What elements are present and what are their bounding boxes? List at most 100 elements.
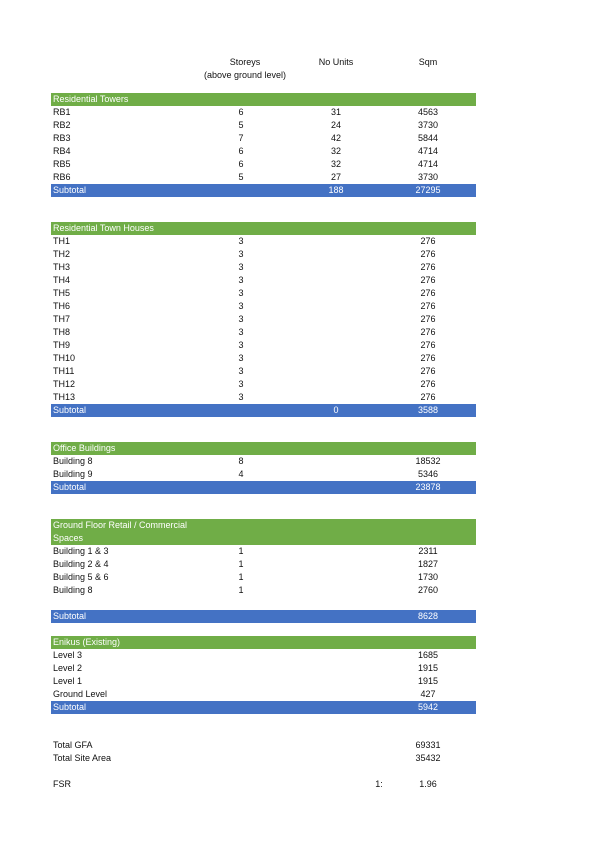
row-sqm: 276	[420, 340, 436, 350]
section-title: Office Buildings	[53, 443, 116, 453]
column-header-sqm-label: Sqm	[418, 57, 438, 67]
row-name: TH11	[53, 366, 75, 376]
section-header: Office Buildings	[51, 442, 476, 455]
table-row: RB6 5 27 3730	[51, 171, 476, 184]
row-name: Level 2	[53, 663, 83, 673]
row-storeys: 6	[238, 146, 244, 156]
subtotal-label: Subtotal	[53, 702, 87, 712]
row-storeys: 4	[238, 469, 244, 479]
row-sqm: 1915	[417, 676, 439, 686]
totals-section: Total GFA 69331 Total Site Area 35432	[51, 739, 476, 765]
table-row: TH12 3 276	[51, 378, 476, 391]
section-header: Residential Town Houses	[51, 222, 476, 235]
row-name: Building 9	[53, 469, 93, 479]
row-name: Building 2 & 4	[53, 559, 109, 569]
column-header-units: No Units	[306, 56, 366, 69]
subtotal-units: 0	[333, 405, 339, 415]
table-row: RB5 6 32 4714	[51, 158, 476, 171]
residential-towers-section: Residential Towers RB1 6 31 4563 RB2 5 2…	[51, 93, 476, 197]
row-sqm: 276	[420, 379, 436, 389]
row-storeys: 3	[238, 353, 244, 363]
row-name: RB4	[53, 146, 71, 156]
row-name: TH13	[53, 392, 76, 402]
subtotal-sqm: 23878	[415, 482, 441, 492]
row-storeys: 3	[238, 327, 244, 337]
subtotal-row: Subtotal 23878	[51, 481, 476, 494]
retail-commercial-section: Ground Floor Retail / Commercial Spaces …	[51, 519, 476, 623]
section-title: Residential Towers	[53, 94, 129, 104]
row-storeys: 6	[238, 159, 244, 169]
table-row: TH1 3 276	[51, 235, 476, 248]
row-storeys: 1	[238, 585, 244, 595]
row-name: RB2	[53, 120, 71, 130]
row-units: 32	[330, 146, 341, 156]
subtotal-label: Subtotal	[53, 405, 87, 415]
row-name: Building 8	[53, 456, 93, 466]
fsr-ratio-prefix: 1:	[375, 779, 383, 789]
table-row: Building 5 & 6 1 1730	[51, 571, 476, 584]
table-row: TH7 3 276	[51, 313, 476, 326]
subtotal-row: Subtotal 0 3588	[51, 404, 476, 417]
table-row: TH2 3 276	[51, 248, 476, 261]
table-row: TH6 3 276	[51, 300, 476, 313]
table-row: Building 8 1 2760	[51, 584, 476, 597]
section-title: Residential Town Houses	[53, 223, 154, 233]
row-sqm: 5844	[417, 133, 439, 143]
row-name: TH1	[53, 236, 71, 246]
row-units: 24	[330, 120, 341, 130]
row-sqm: 276	[420, 301, 436, 311]
row-sqm: 276	[420, 249, 436, 259]
row-sqm: 3730	[417, 172, 439, 182]
row-name: RB3	[53, 133, 71, 143]
row-storeys: 3	[238, 301, 244, 311]
row-sqm: 1827	[417, 559, 439, 569]
row-name: TH10	[53, 353, 76, 363]
subtotal-label: Subtotal	[53, 611, 87, 621]
subtotal-label: Subtotal	[53, 482, 87, 492]
row-sqm: 4714	[417, 146, 439, 156]
row-storeys: 8	[238, 456, 244, 466]
row-name: RB1	[53, 107, 71, 117]
section-title: Ground Floor Retail / Commercial Spaces	[53, 520, 188, 543]
row-storeys: 7	[238, 133, 244, 143]
subtotal-sqm: 27295	[415, 185, 441, 195]
fsr-label: FSR	[53, 779, 71, 789]
row-storeys: 3	[238, 314, 244, 324]
row-name: RB5	[53, 159, 71, 169]
row-storeys: 3	[238, 392, 244, 402]
row-sqm: 1915	[417, 663, 439, 673]
table-row: TH13 3 276	[51, 391, 476, 404]
row-sqm: 276	[420, 353, 436, 363]
row-name: TH7	[53, 314, 71, 324]
table-row: RB1 6 31 4563	[51, 106, 476, 119]
row-sqm: 4563	[417, 107, 439, 117]
row-sqm: 276	[420, 392, 436, 402]
subtotal-sqm: 8628	[417, 611, 439, 621]
office-buildings-section: Office Buildings Building 8 8 18532 Buil…	[51, 442, 476, 494]
column-header-storeys-line2: (above ground level)	[203, 70, 287, 80]
table-row: Ground Level 427	[51, 688, 476, 701]
row-name: Ground Level	[53, 689, 108, 699]
row-sqm: 276	[420, 327, 436, 337]
row-name: Level 3	[53, 650, 83, 660]
fsr-row: FSR 1: 1.96	[51, 778, 476, 791]
section-header: Residential Towers	[51, 93, 476, 106]
blank-row	[51, 597, 476, 610]
row-storeys: 1	[238, 559, 244, 569]
table-row: RB4 6 32 4714	[51, 145, 476, 158]
column-header-storeys: Storeys (above ground level)	[195, 56, 295, 82]
row-units: 27	[330, 172, 341, 182]
row-sqm: 3730	[417, 120, 439, 130]
table-row: Building 2 & 4 1 1827	[51, 558, 476, 571]
row-storeys: 3	[238, 366, 244, 376]
row-units: 42	[330, 133, 341, 143]
section-header: Enikus (Existing)	[51, 636, 476, 649]
total-gfa-label: Total GFA	[53, 740, 93, 750]
total-gfa-value: 69331	[415, 740, 441, 750]
row-sqm: 1730	[417, 572, 439, 582]
row-units: 31	[330, 107, 341, 117]
row-storeys: 1	[238, 546, 244, 556]
table-row: TH10 3 276	[51, 352, 476, 365]
table-row: TH3 3 276	[51, 261, 476, 274]
